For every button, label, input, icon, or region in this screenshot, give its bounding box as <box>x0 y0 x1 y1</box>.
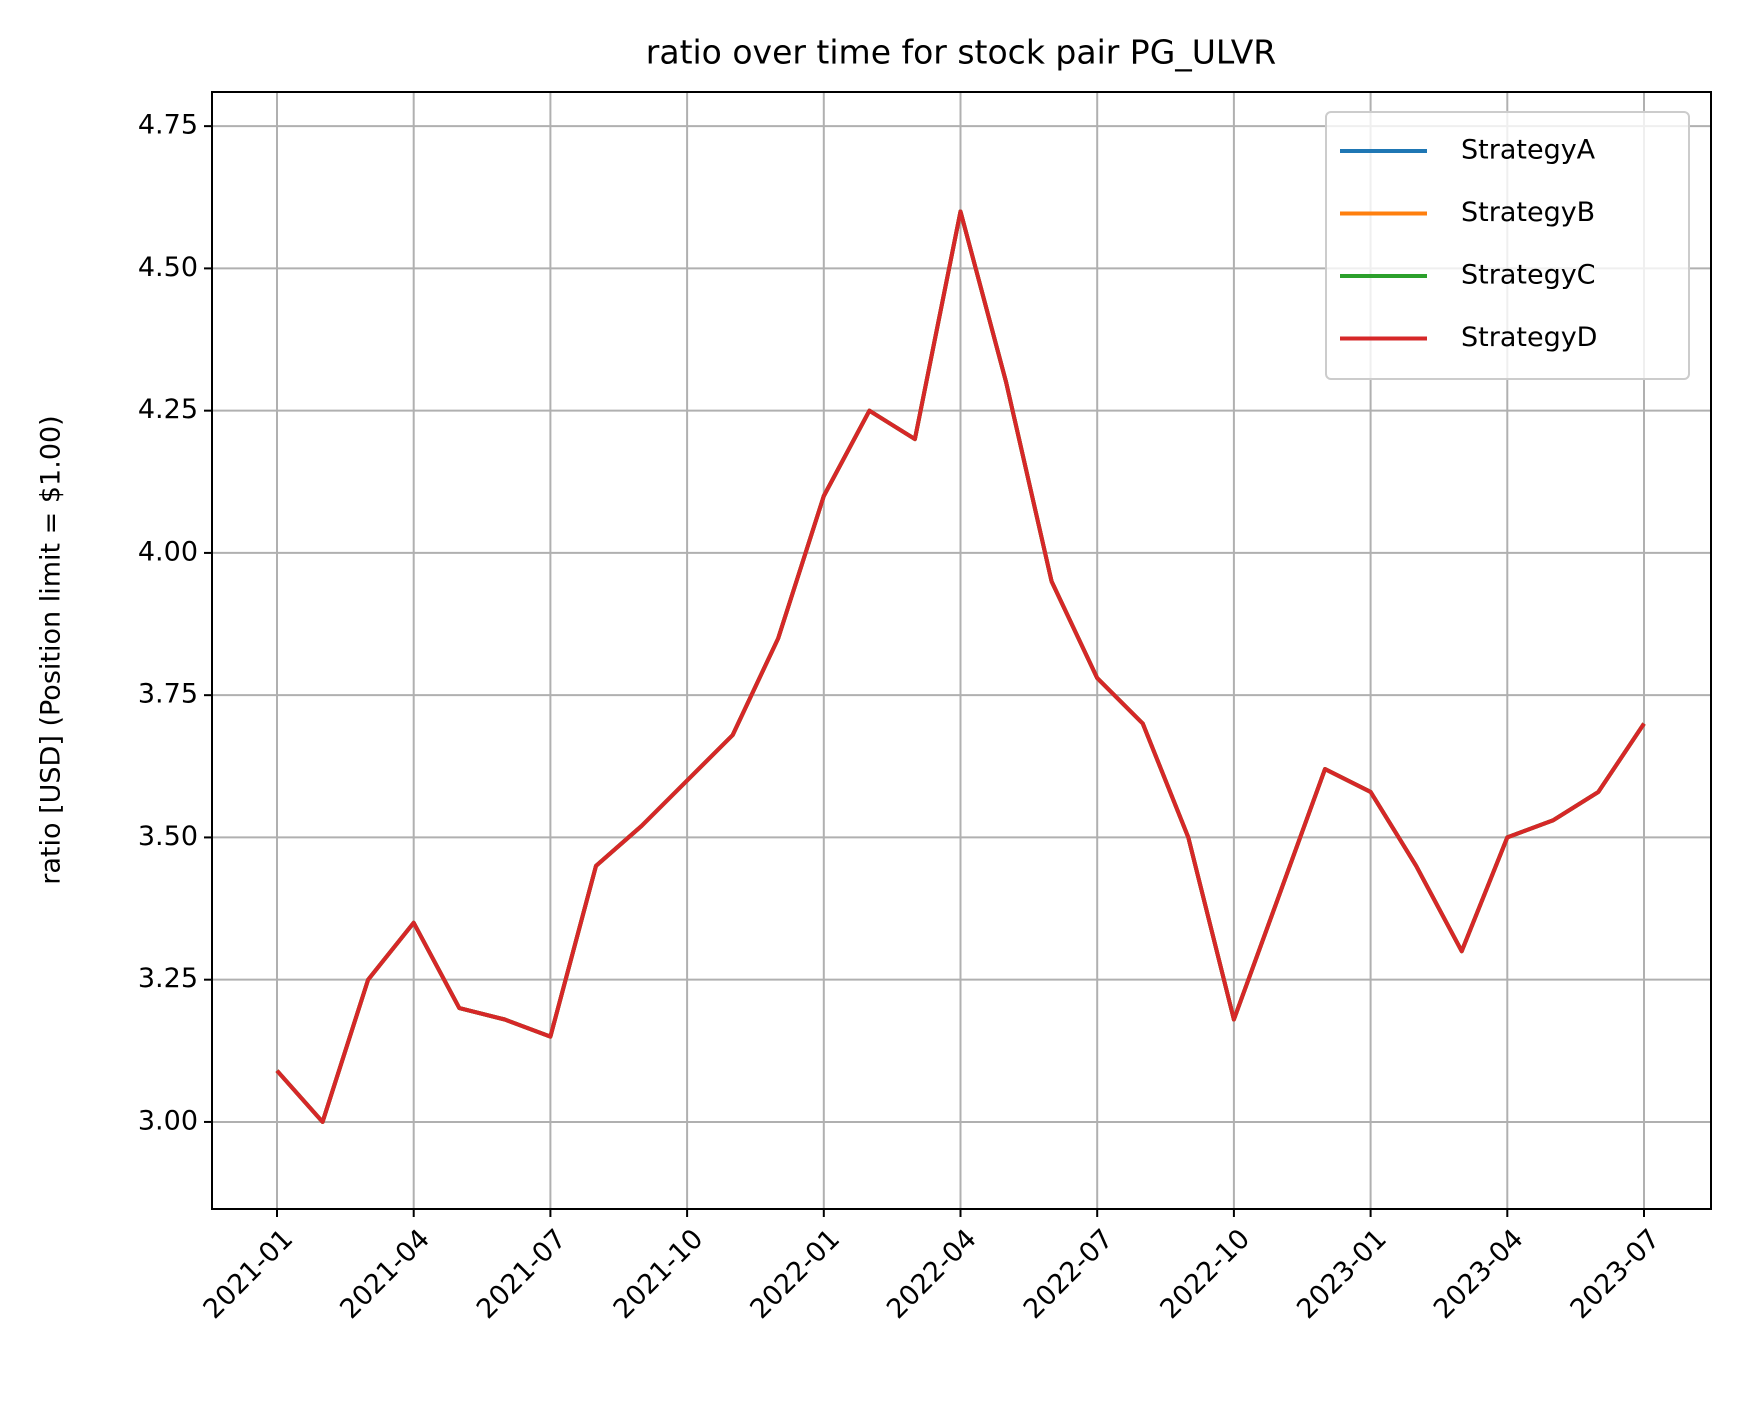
series-line <box>275 209 1646 1124</box>
y-tick-label: 4.00 <box>138 536 198 567</box>
y-tick-label: 4.75 <box>138 110 198 141</box>
y-tick-label: 3.25 <box>138 963 198 994</box>
legend-box <box>1325 111 1690 380</box>
y-tick-label: 3.50 <box>138 821 198 852</box>
y-tick-label: 3.00 <box>138 1105 198 1136</box>
legend-label: StrategyC <box>1461 260 1596 291</box>
legend-label: StrategyA <box>1461 135 1596 166</box>
y-tick-label: 4.25 <box>138 394 198 425</box>
plot-frame <box>211 91 1712 1210</box>
legend-label: StrategyB <box>1461 197 1595 228</box>
y-tick-label: 3.75 <box>138 679 198 710</box>
y-tick-label: 4.50 <box>138 252 198 283</box>
y-axis-label: ratio [USD] (Position limit = $1.00) <box>36 415 67 884</box>
legend-label: StrategyD <box>1461 322 1597 353</box>
chart-title: ratio over time for stock pair PG_ULVR <box>646 33 1276 72</box>
